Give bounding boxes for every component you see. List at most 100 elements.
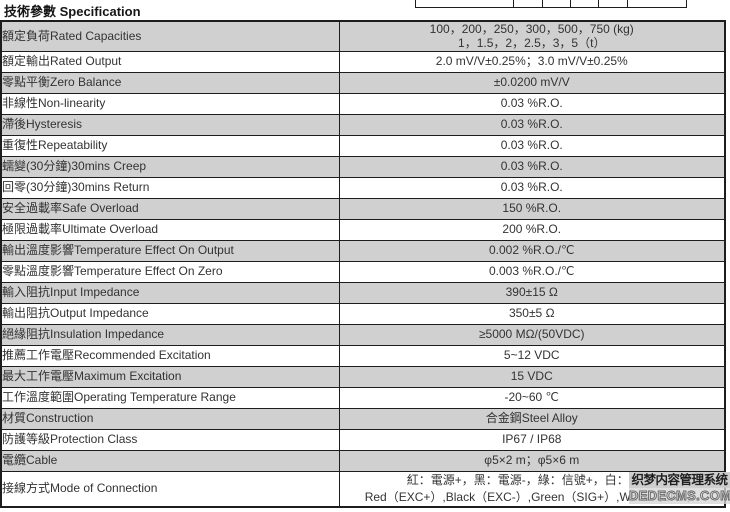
cutoff-table-divider <box>686 0 687 7</box>
spec-parameter-label: 輸入阻抗Input Impedance <box>0 281 340 304</box>
spec-parameter-value: 0.03 %R.O. <box>338 113 726 136</box>
spec-parameter-label: 材質Construction <box>0 407 340 430</box>
spec-value-line: ±0.0200 mV/V <box>493 75 570 89</box>
table-row: 回零(30分鐘)30mins Return 0.03 %R.O. <box>0 176 726 199</box>
table-row: 蠕變(30分鐘)30mins Creep 0.03 %R.O. <box>0 155 726 178</box>
spec-parameter-label: 零點平衡Zero Balance <box>0 71 340 94</box>
spec-parameter-value: 0.003 %R.O./℃ <box>338 260 726 283</box>
spec-parameter-value: -20~60 ℃ <box>338 386 726 409</box>
spec-parameter-value: 150 %R.O. <box>338 197 726 220</box>
table-row: 最大工作電壓Maximum Excitation 15 VDC <box>0 365 726 388</box>
spec-value-line: 5~12 VDC <box>503 348 560 362</box>
table-row: 工作溫度範圍Operating Temperature Range -20~60 … <box>0 386 726 409</box>
spec-parameter-value: 0.03 %R.O. <box>338 176 726 199</box>
spec-value-line: 390±15 Ω <box>505 285 558 299</box>
specification-table: 額定負荷Rated Capacities 100，200，250，300，500，… <box>0 20 726 508</box>
table-row: 非線性Non-linearity 0.03 %R.O. <box>0 92 726 115</box>
spec-parameter-label: 推薦工作電壓Recommended Excitation <box>0 344 340 367</box>
spec-parameter-label: 額定負荷Rated Capacities <box>0 20 340 52</box>
spec-value-line: 15 VDC <box>510 369 553 383</box>
spec-value-line: 合金鋼Steel Alloy <box>485 411 578 425</box>
spec-parameter-label: 工作溫度範圍Operating Temperature Range <box>0 386 340 409</box>
spec-parameter-value: 0.03 %R.O. <box>338 92 726 115</box>
cutoff-table-divider <box>598 0 599 7</box>
spec-parameter-value: 0.03 %R.O. <box>338 134 726 157</box>
spec-parameter-label: 非線性Non-linearity <box>0 92 340 115</box>
spec-parameter-label: 零點溫度影響Temperature Effect On Zero <box>0 260 340 283</box>
spec-value-line: 150 %R.O. <box>502 201 562 215</box>
spec-parameter-label: 防護等級Protection Class <box>0 428 340 451</box>
spec-parameter-value: 合金鋼Steel Alloy <box>338 407 726 430</box>
spec-value-line: 100，200，250，300，500，750 (kg) <box>429 22 634 37</box>
table-row: 滯後Hysteresis 0.03 %R.O. <box>0 113 726 136</box>
spec-parameter-value: φ5×2 m；φ5×6 m <box>338 449 726 472</box>
spec-parameter-label: 滯後Hysteresis <box>0 113 340 136</box>
watermark-cn-text: 织梦内容管理系统 <box>629 472 730 488</box>
table-row: 電纜Cable φ5×2 m；φ5×6 m <box>0 449 726 472</box>
table-row: 材質Construction 合金鋼Steel Alloy <box>0 407 726 430</box>
cutoff-table-divider <box>627 0 628 7</box>
table-row: 輸出阻抗Output Impedance 350±5 Ω <box>0 302 726 325</box>
spec-value-line: IP67 / IP68 <box>502 432 562 446</box>
spec-parameter-value: ≥5000 MΩ/(50VDC) <box>338 323 726 346</box>
table-row: 極限過載率Ultimate Overload 200 %R.O. <box>0 218 726 241</box>
spec-parameter-value: 15 VDC <box>338 365 726 388</box>
table-row: 接線方式Mode of Connection 紅：電源+，黑：電源-，綠：信號+，… <box>0 470 726 508</box>
spec-value-line: 0.03 %R.O. <box>500 96 563 110</box>
spec-value-line: ≥5000 MΩ/(50VDC) <box>478 327 585 341</box>
spec-value-line: 1，1.5，2，2.5，3，5（t） <box>458 36 606 51</box>
spec-parameter-value: IP67 / IP68 <box>338 428 726 451</box>
spec-parameter-value: 100，200，250，300，500，750 (kg) 1，1.5，2，2.5，… <box>338 20 726 52</box>
spec-value-line: 2.0 mV/V±0.25%；3.0 mV/V±0.25% <box>435 54 628 68</box>
spec-parameter-label: 安全過載率Safe Overload <box>0 197 340 220</box>
spec-value-line: 紅：電源+，黑：電源-，綠：信號+，白：信號- <box>406 472 657 487</box>
watermark: 织梦内容管理系统 DEDECMS.COM <box>629 472 730 504</box>
spec-value-line: 350±5 Ω <box>508 306 555 320</box>
spec-parameter-value: 0.002 %R.O./℃ <box>338 239 726 262</box>
watermark-site-text: DEDECMS.COM <box>629 488 730 504</box>
spec-parameter-label: 輸出溫度影響Temperature Effect On Output <box>0 239 340 262</box>
spec-value-line: -20~60 ℃ <box>504 390 559 404</box>
table-row: 額定負荷Rated Capacities 100，200，250，300，500，… <box>0 20 726 52</box>
table-row: 輸入阻抗Input Impedance 390±15 Ω <box>0 281 726 304</box>
table-row: 推薦工作電壓Recommended Excitation 5~12 VDC <box>0 344 726 367</box>
spec-parameter-value: 390±15 Ω <box>338 281 726 304</box>
spec-value-line: 0.03 %R.O. <box>500 159 563 173</box>
spec-parameter-label: 接線方式Mode of Connection <box>0 470 340 508</box>
spec-parameter-label: 重復性Repeatability <box>0 134 340 157</box>
spec-value-line: Red（EXC+）,Black（EXC-）,Green（SIG+）,White（… <box>364 489 699 504</box>
page-title: 技術參數 Specification <box>4 4 141 19</box>
table-row: 重復性Repeatability 0.03 %R.O. <box>0 134 726 157</box>
table-row: 零點溫度影響Temperature Effect On Zero 0.003 %R… <box>0 260 726 283</box>
cutoff-table-divider <box>570 0 571 7</box>
spec-parameter-label: 最大工作電壓Maximum Excitation <box>0 365 340 388</box>
spec-parameter-value: 350±5 Ω <box>338 302 726 325</box>
spec-value-line: 0.03 %R.O. <box>500 138 563 152</box>
spec-value-line: 0.003 %R.O./℃ <box>488 264 575 278</box>
spec-parameter-label: 電纜Cable <box>0 449 340 472</box>
spec-value-line: 0.002 %R.O./℃ <box>488 243 575 257</box>
table-row: 防護等級Protection Class IP67 / IP68 <box>0 428 726 451</box>
cutoff-table-bottom-edge <box>415 0 687 8</box>
cutoff-table-divider <box>513 0 514 7</box>
spec-parameter-label: 蠕變(30分鐘)30mins Creep <box>0 155 340 178</box>
table-row: 額定輸出Rated Output 2.0 mV/V±0.25%；3.0 mV/V±… <box>0 50 726 73</box>
spec-parameter-label: 絕緣阻抗Insulation Impedance <box>0 323 340 346</box>
table-row: 絕緣阻抗Insulation Impedance ≥5000 MΩ/(50VDC) <box>0 323 726 346</box>
spec-parameter-label: 回零(30分鐘)30mins Return <box>0 176 340 199</box>
cutoff-table-divider <box>542 0 543 7</box>
spec-parameter-label: 極限過載率Ultimate Overload <box>0 218 340 241</box>
cutoff-table-divider <box>415 0 416 7</box>
spec-value-line: 200 %R.O. <box>502 222 562 236</box>
spec-value-line: 0.03 %R.O. <box>500 117 563 131</box>
table-row: 安全過載率Safe Overload 150 %R.O. <box>0 197 726 220</box>
table-row: 輸出溫度影響Temperature Effect On Output 0.002 … <box>0 239 726 262</box>
spec-value-line: 0.03 %R.O. <box>500 180 563 194</box>
spec-parameter-value: 0.03 %R.O. <box>338 155 726 178</box>
spec-parameter-value: 5~12 VDC <box>338 344 726 367</box>
spec-parameter-value: ±0.0200 mV/V <box>338 71 726 94</box>
table-row: 零點平衡Zero Balance ±0.0200 mV/V <box>0 71 726 94</box>
spec-parameter-label: 額定輸出Rated Output <box>0 50 340 73</box>
spec-value-line: φ5×2 m；φ5×6 m <box>484 453 580 467</box>
